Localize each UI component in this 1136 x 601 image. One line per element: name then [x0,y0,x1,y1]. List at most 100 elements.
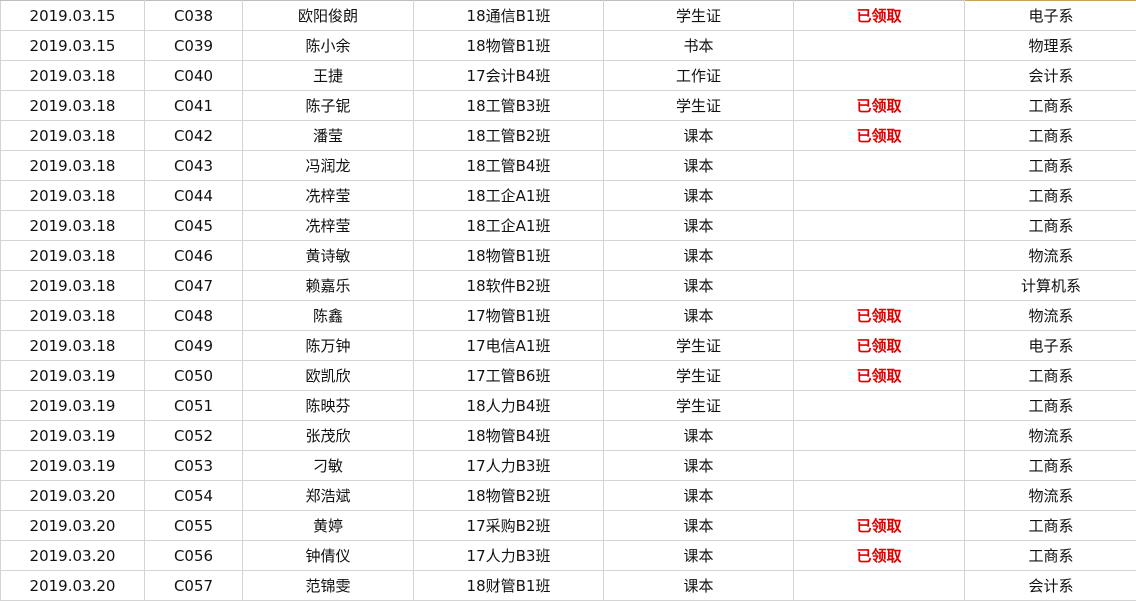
item-cell[interactable]: 课本 [603,420,794,451]
dept-cell[interactable]: 物理系 [964,30,1136,61]
status-cell[interactable]: 已领取 [793,90,965,121]
date-cell[interactable]: 2019.03.19 [0,420,145,451]
id-cell[interactable]: C039 [144,30,243,61]
item-cell[interactable]: 课本 [603,300,794,331]
date-cell[interactable]: 2019.03.20 [0,480,145,511]
status-cell[interactable]: 已领取 [793,330,965,361]
class-cell[interactable]: 18物管B4班 [413,420,604,451]
dept-cell[interactable]: 会计系 [964,570,1136,601]
date-cell[interactable]: 2019.03.18 [0,60,145,91]
name-cell[interactable]: 陈映芬 [242,390,414,421]
dept-cell[interactable]: 物流系 [964,420,1136,451]
date-cell[interactable]: 2019.03.15 [0,30,145,61]
class-cell[interactable]: 18工管B3班 [413,90,604,121]
status-cell[interactable] [793,30,965,61]
id-cell[interactable]: C052 [144,420,243,451]
class-cell[interactable]: 18软件B2班 [413,270,604,301]
name-cell[interactable]: 张茂欣 [242,420,414,451]
item-cell[interactable]: 书本 [603,30,794,61]
dept-cell[interactable]: 电子系 [964,330,1136,361]
id-cell[interactable]: C042 [144,120,243,151]
class-cell[interactable]: 17工管B6班 [413,360,604,391]
id-cell[interactable]: C057 [144,570,243,601]
status-cell[interactable]: 已领取 [793,0,965,31]
name-cell[interactable]: 赖嘉乐 [242,270,414,301]
id-cell[interactable]: C050 [144,360,243,391]
name-cell[interactable]: 冼梓莹 [242,180,414,211]
dept-cell[interactable]: 物流系 [964,300,1136,331]
date-cell[interactable]: 2019.03.18 [0,330,145,361]
dept-cell[interactable]: 会计系 [964,60,1136,91]
name-cell[interactable]: 陈鑫 [242,300,414,331]
item-cell[interactable]: 课本 [603,450,794,481]
item-cell[interactable]: 学生证 [603,330,794,361]
status-cell[interactable]: 已领取 [793,120,965,151]
class-cell[interactable]: 18工企A1班 [413,180,604,211]
class-cell[interactable]: 17会计B4班 [413,60,604,91]
dept-cell[interactable]: 工商系 [964,150,1136,181]
id-cell[interactable]: C055 [144,510,243,541]
class-cell[interactable]: 18物管B1班 [413,240,604,271]
status-cell[interactable] [793,450,965,481]
id-cell[interactable]: C040 [144,60,243,91]
item-cell[interactable]: 学生证 [603,0,794,31]
name-cell[interactable]: 潘莹 [242,120,414,151]
name-cell[interactable]: 欧凯欣 [242,360,414,391]
status-cell[interactable]: 已领取 [793,540,965,571]
dept-cell[interactable]: 工商系 [964,210,1136,241]
id-cell[interactable]: C043 [144,150,243,181]
date-cell[interactable]: 2019.03.15 [0,0,145,31]
status-cell[interactable]: 已领取 [793,360,965,391]
class-cell[interactable]: 18物管B1班 [413,30,604,61]
id-cell[interactable]: C047 [144,270,243,301]
name-cell[interactable]: 范锦雯 [242,570,414,601]
status-cell[interactable] [793,150,965,181]
date-cell[interactable]: 2019.03.18 [0,180,145,211]
class-cell[interactable]: 18工管B2班 [413,120,604,151]
date-cell[interactable]: 2019.03.20 [0,570,145,601]
date-cell[interactable]: 2019.03.18 [0,300,145,331]
id-cell[interactable]: C056 [144,540,243,571]
item-cell[interactable]: 课本 [603,180,794,211]
dept-cell[interactable]: 工商系 [964,540,1136,571]
dept-cell[interactable]: 电子系 [964,0,1136,31]
status-cell[interactable] [793,390,965,421]
status-cell[interactable] [793,480,965,511]
id-cell[interactable]: C045 [144,210,243,241]
class-cell[interactable]: 17物管B1班 [413,300,604,331]
name-cell[interactable]: 欧阳俊朗 [242,0,414,31]
dept-cell[interactable]: 工商系 [964,450,1136,481]
class-cell[interactable]: 18工企A1班 [413,210,604,241]
dept-cell[interactable]: 工商系 [964,360,1136,391]
item-cell[interactable]: 课本 [603,510,794,541]
item-cell[interactable]: 课本 [603,240,794,271]
name-cell[interactable]: 陈小余 [242,30,414,61]
dept-cell[interactable]: 计算机系 [964,270,1136,301]
name-cell[interactable]: 郑浩斌 [242,480,414,511]
name-cell[interactable]: 刁敏 [242,450,414,481]
item-cell[interactable]: 课本 [603,150,794,181]
class-cell[interactable]: 18通信B1班 [413,0,604,31]
status-cell[interactable] [793,270,965,301]
id-cell[interactable]: C051 [144,390,243,421]
id-cell[interactable]: C041 [144,90,243,121]
class-cell[interactable]: 18工管B4班 [413,150,604,181]
id-cell[interactable]: C048 [144,300,243,331]
dept-cell[interactable]: 工商系 [964,510,1136,541]
name-cell[interactable]: 王捷 [242,60,414,91]
id-cell[interactable]: C049 [144,330,243,361]
dept-cell[interactable]: 物流系 [964,240,1136,271]
item-cell[interactable]: 工作证 [603,60,794,91]
id-cell[interactable]: C054 [144,480,243,511]
name-cell[interactable]: 钟倩仪 [242,540,414,571]
class-cell[interactable]: 17采购B2班 [413,510,604,541]
class-cell[interactable]: 18物管B2班 [413,480,604,511]
class-cell[interactable]: 17人力B3班 [413,540,604,571]
status-cell[interactable] [793,570,965,601]
item-cell[interactable]: 课本 [603,480,794,511]
status-cell[interactable] [793,210,965,241]
item-cell[interactable]: 学生证 [603,390,794,421]
item-cell[interactable]: 课本 [603,270,794,301]
date-cell[interactable]: 2019.03.18 [0,90,145,121]
id-cell[interactable]: C038 [144,0,243,31]
